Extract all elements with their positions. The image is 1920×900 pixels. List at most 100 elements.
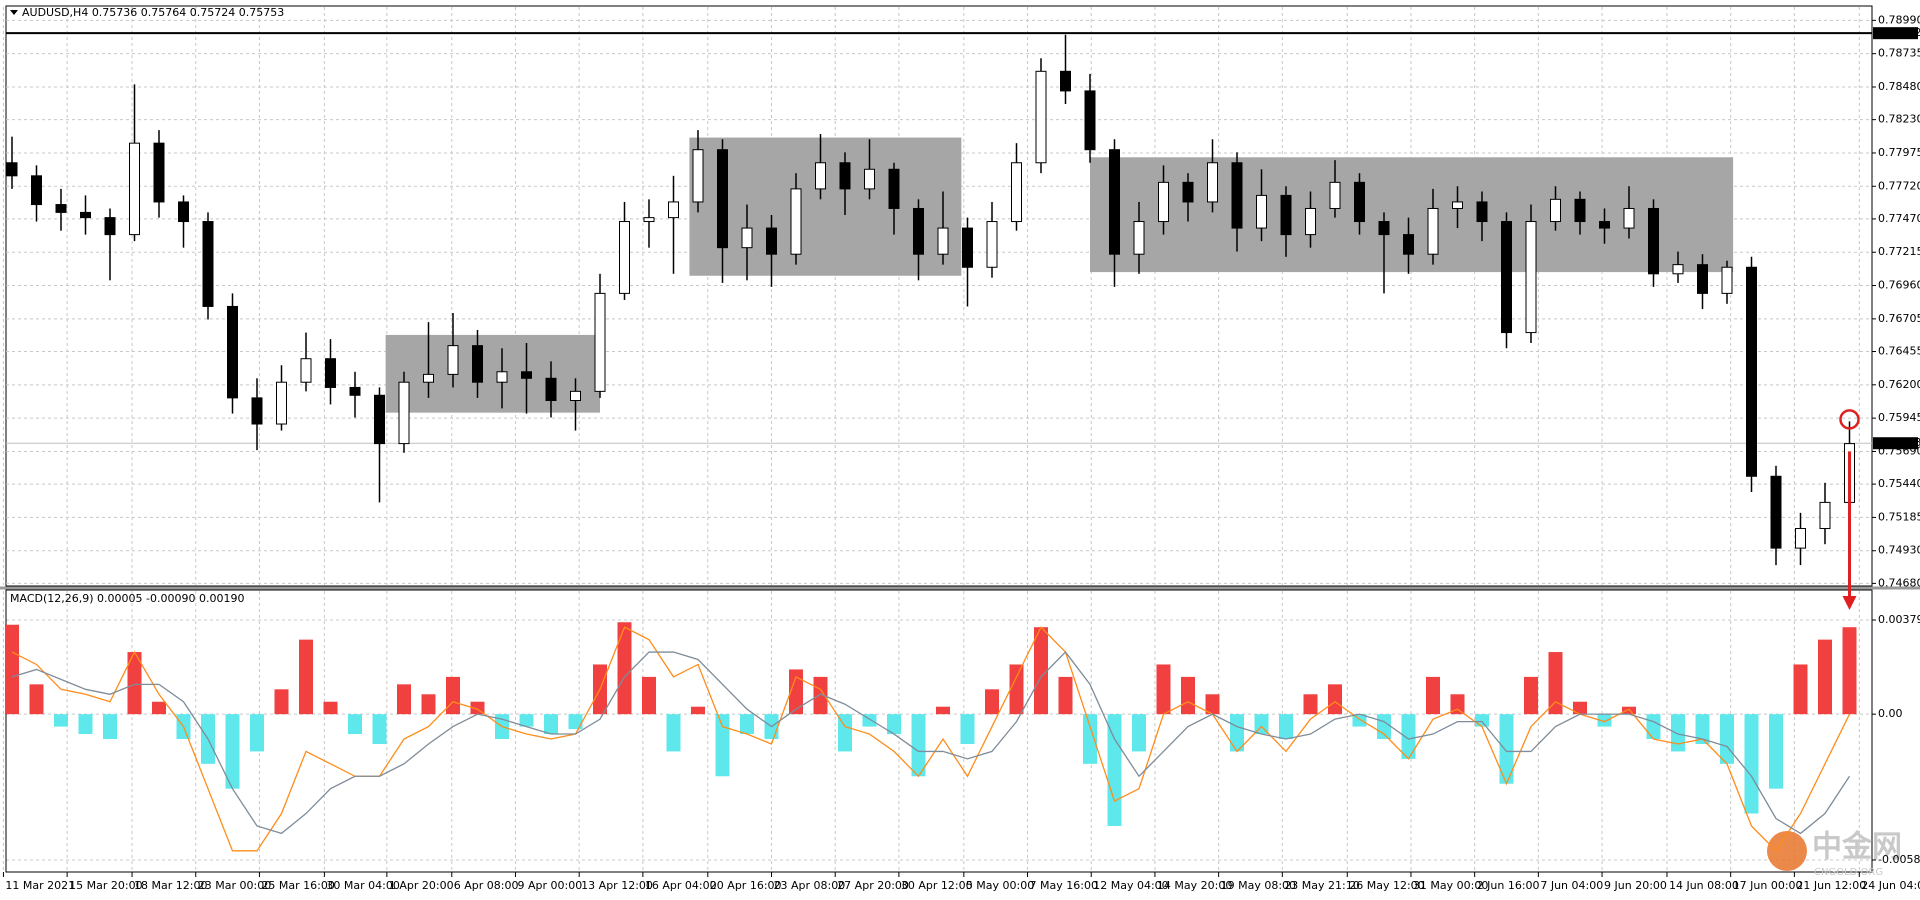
y-tick-label: 0.75945	[1878, 411, 1920, 424]
watermark: 中金网 CNGOLD.ORG	[1767, 830, 1902, 878]
candle-body	[888, 168, 900, 209]
x-tick-label: 30 Apr 12:00	[901, 879, 973, 892]
macd-bar	[544, 714, 558, 735]
x-tick-label: 7 Jun 04:00	[1540, 879, 1603, 892]
candle-body	[1770, 475, 1782, 549]
y-tick-label: 0.74680	[1878, 576, 1920, 589]
x-tick-label: 23 Apr 08:00	[774, 879, 846, 892]
x-tick-label: 14 May 20:00	[1157, 879, 1232, 892]
macd-bar	[421, 694, 436, 715]
y-tick-label: 0.78990	[1878, 13, 1920, 26]
candle-body	[668, 201, 679, 219]
macd-bar	[960, 714, 975, 744]
macd-bar	[348, 714, 362, 735]
macd-bar	[691, 706, 705, 715]
macd-bar	[1769, 714, 1783, 789]
macd-bar	[1034, 627, 1048, 715]
x-tick-label: 1 Apr 20:00	[389, 879, 454, 892]
candle-body	[325, 358, 336, 388]
macd-bar	[274, 689, 289, 715]
macd-bar	[78, 714, 93, 735]
x-tick-label: 6 Apr 08:00	[454, 879, 519, 892]
candle-body	[1721, 266, 1733, 294]
macd-bar	[1254, 714, 1269, 735]
y-tick-label: 0.77720	[1878, 179, 1920, 192]
candle-body	[80, 211, 91, 219]
x-tick-label: 13 Apr 12:00	[581, 879, 653, 892]
candle-body	[1109, 149, 1120, 255]
candle-body	[251, 397, 263, 425]
x-tick-label: 15 Mar 20:00	[69, 879, 142, 892]
candle-body	[619, 221, 630, 294]
y-tick-label: 0.75185	[1878, 510, 1920, 523]
price-level-label: 0.75753	[1876, 436, 1920, 449]
candle-body	[1623, 207, 1635, 229]
candle-body	[1476, 201, 1488, 223]
candle-body	[1452, 201, 1463, 209]
candle-body	[1354, 181, 1365, 223]
x-tick-label: 18 Mar 12:00	[134, 879, 207, 892]
macd-bar	[5, 624, 19, 715]
x-tick-label: 19 May 08:00	[1221, 879, 1296, 892]
candle-body	[104, 217, 116, 236]
macd-bar	[1058, 676, 1073, 715]
candle-body	[1231, 162, 1243, 229]
menu-arrow	[10, 10, 18, 15]
macd-bar	[1426, 676, 1440, 715]
candle-body	[202, 221, 214, 307]
watermark-title: 中金网	[1812, 830, 1902, 865]
candle-body	[496, 371, 508, 383]
y-tick-label: 0.00379	[1878, 613, 1920, 626]
candle-body	[129, 142, 140, 236]
macd-bar	[666, 714, 681, 752]
candle-body	[300, 358, 312, 383]
macd-bar	[1450, 694, 1465, 715]
candle-body	[1550, 198, 1561, 223]
candle-body	[1060, 70, 1071, 92]
macd-bar	[323, 701, 338, 715]
macd-bar	[985, 689, 999, 715]
y-tick-label: 0.00	[1878, 707, 1903, 720]
macd-bar	[642, 676, 656, 715]
x-tick-label: 14 Jun 08:00	[1669, 879, 1739, 892]
macd-bar	[1573, 701, 1587, 715]
macd-bar	[1842, 627, 1857, 715]
candle-body	[6, 162, 18, 177]
macd-bar	[29, 684, 44, 715]
candle-body	[1672, 264, 1684, 275]
candle-body	[986, 221, 998, 268]
y-tick-label: 0.74930	[1878, 544, 1920, 557]
x-tick-label: 16 Apr 04:00	[645, 879, 717, 892]
candle-body	[1378, 221, 1390, 236]
macd-bar	[1156, 664, 1171, 715]
price-level-box	[1873, 27, 1918, 40]
candle-body	[1305, 207, 1316, 236]
macd-bar	[372, 714, 387, 744]
candle-body	[594, 292, 606, 392]
price-level-box	[1873, 437, 1918, 450]
candle-body	[1819, 501, 1831, 530]
y-tick-label: 0.76960	[1878, 279, 1920, 292]
macd-bar	[1597, 714, 1612, 727]
candle-body	[276, 381, 287, 425]
macd-bar	[103, 714, 117, 740]
macd-bar	[1328, 684, 1342, 715]
candle-body	[1256, 194, 1267, 229]
candle-body	[1795, 528, 1806, 549]
candle-body	[1599, 221, 1610, 229]
x-tick-label: 25 Mar 16:00	[261, 879, 334, 892]
candle-body	[839, 162, 851, 190]
macd-line	[11, 651, 1851, 835]
watermark-logo	[1767, 831, 1807, 871]
x-tick-label: 12 May 04:00	[1093, 879, 1168, 892]
y-tick-label: 0.78735	[1878, 47, 1920, 60]
x-tick-label: 31 May 00:00	[1413, 879, 1488, 892]
candle-body	[1207, 162, 1218, 203]
macd-title: MACD(12,26,9) 0.00005 -0.00090 0.00190	[10, 592, 244, 605]
macd-bar	[813, 676, 828, 715]
y-tick-label: 0.78480	[1878, 80, 1920, 93]
candle-body	[55, 204, 67, 213]
macd-bar	[911, 714, 926, 777]
macd-bar	[1279, 714, 1293, 740]
